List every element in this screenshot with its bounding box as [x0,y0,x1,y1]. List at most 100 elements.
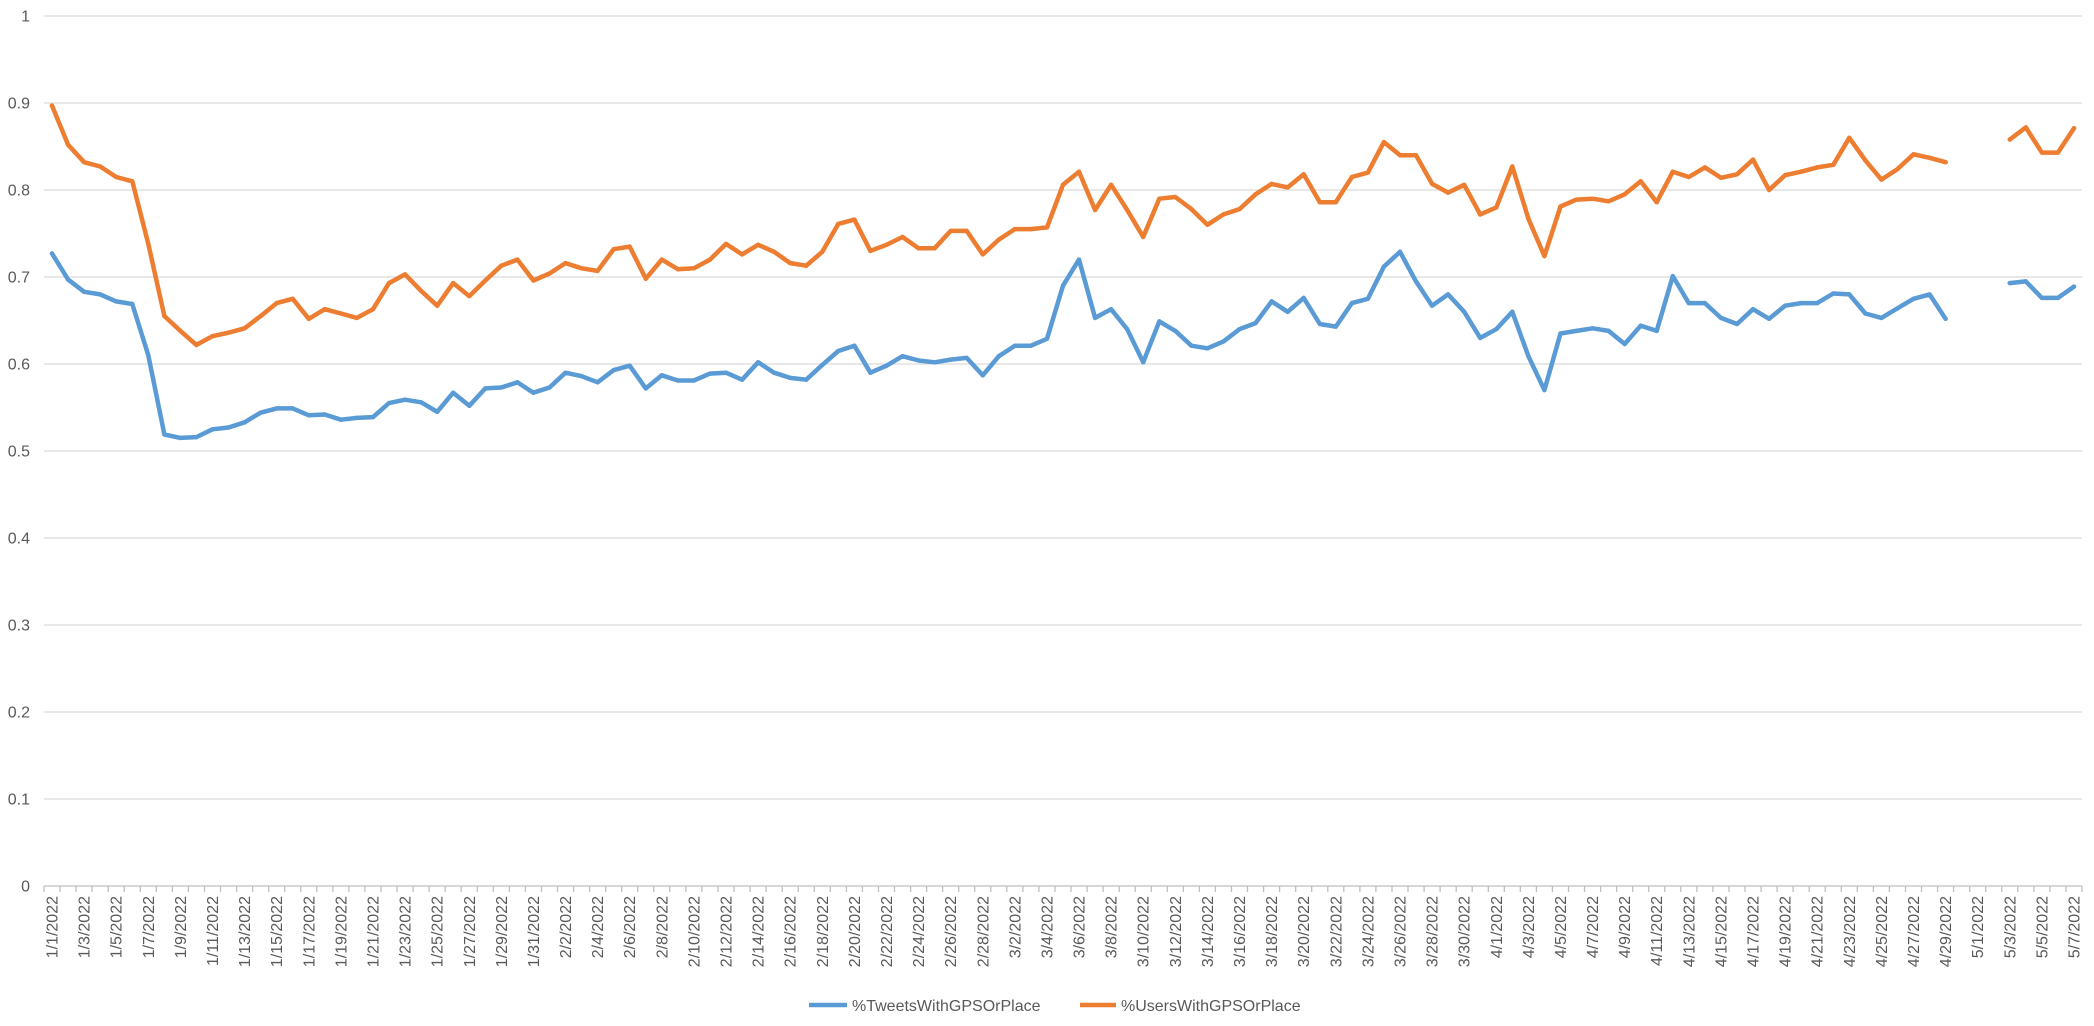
x-tick-label: 3/10/2022 [1136,896,1153,967]
data-point [1478,335,1483,341]
data-point [1622,192,1627,197]
data-point [868,248,873,254]
data-point [499,263,504,268]
data-point [1638,179,1643,184]
data-point [178,328,183,334]
data-point [1863,311,1868,316]
data-point [547,385,552,390]
data-point [804,377,809,382]
y-tick-label: 0.7 [8,270,30,287]
data-point [964,355,969,361]
data-point [884,242,889,247]
data-point [1542,387,1547,393]
series-1 [49,249,2077,441]
data-point [65,142,71,147]
data-point [1028,343,1034,348]
data-point [1125,207,1130,213]
data-point [306,316,311,321]
data-point [435,409,440,414]
data-point [2071,284,2077,289]
data-point [1927,292,1932,297]
x-tick-label: 3/8/2022 [1104,896,1121,958]
data-point [274,300,279,306]
data-point [1895,166,1900,172]
x-tick-label: 3/26/2022 [1393,896,1410,967]
data-point [1397,153,1403,158]
data-point [1638,323,1643,328]
x-tick-label: 2/20/2022 [847,896,864,967]
data-point [1333,200,1339,205]
x-tick-label: 1/7/2022 [141,896,158,958]
data-point [130,301,135,307]
data-point [1285,309,1290,314]
data-point [1141,234,1146,240]
x-tick-label: 2/2/2022 [558,896,575,958]
x-tick-label: 2/14/2022 [751,896,768,967]
data-point [1269,181,1274,187]
data-point [964,228,969,234]
data-point [1076,169,1082,174]
data-point [1686,174,1692,180]
data-point [1269,299,1274,304]
data-point [675,267,681,272]
data-point [948,357,953,362]
data-point [820,249,825,254]
x-tick-label: 3/20/2022 [1296,896,1313,967]
data-point [547,271,552,276]
data-point [1702,165,1708,170]
data-point [1317,200,1323,205]
x-tick-label: 2/26/2022 [943,896,960,967]
data-point [1301,295,1306,301]
data-point [451,390,456,395]
x-tick-label: 2/28/2022 [975,896,992,967]
data-point [1108,307,1114,312]
x-tick-label: 2/16/2022 [783,896,800,967]
data-point [467,293,472,299]
data-point [1750,157,1756,162]
data-point [418,400,424,405]
data-point [322,412,327,417]
x-tick-label: 4/15/2022 [1713,896,1730,967]
data-point [627,363,632,368]
data-point [306,413,311,418]
data-point [338,311,344,316]
x-tick-label: 1/1/2022 [45,896,62,958]
x-tick-label: 1/25/2022 [430,896,447,967]
data-point [563,370,568,375]
data-point [932,246,937,251]
data-point [81,160,87,165]
data-point [1012,343,1018,348]
x-tick-label: 4/19/2022 [1778,896,1795,967]
data-point [691,266,697,271]
data-point [1943,316,1948,321]
data-point [194,342,199,348]
data-point [2007,137,2013,142]
data-point [162,313,167,319]
data-point [1429,181,1435,187]
data-point [723,241,729,247]
data-point [499,385,504,390]
data-point [659,373,664,378]
data-point [1060,182,1066,187]
data-point [1365,170,1371,175]
x-tick-label: 4/23/2022 [1842,896,1859,967]
data-point [771,370,777,375]
data-point [1799,169,1804,174]
y-tick-label: 0.8 [8,183,30,200]
data-point [65,277,71,282]
data-point [2007,280,2013,286]
data-point [563,260,568,266]
data-point [868,370,873,375]
data-point [1766,187,1772,193]
series-line [49,249,2077,441]
data-point [114,174,119,180]
data-point [146,353,151,358]
data-point [1879,177,1884,182]
data-point [900,354,905,359]
data-point [1911,296,1916,301]
data-point [1413,279,1419,284]
data-point [707,371,713,376]
data-point [1526,216,1531,221]
data-point [1879,315,1884,321]
data-point [483,386,488,391]
